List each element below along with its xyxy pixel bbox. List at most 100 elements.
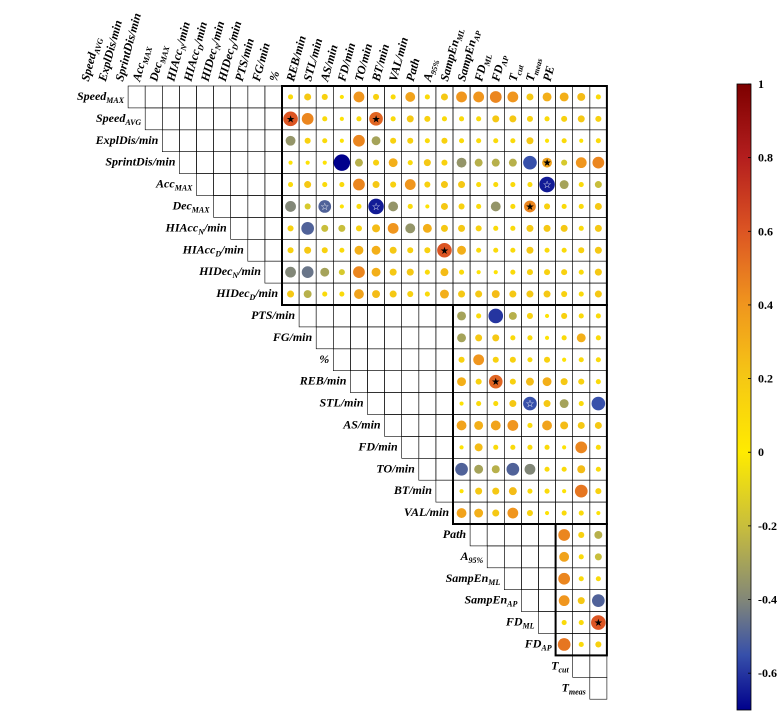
correlation-circle (577, 597, 585, 605)
grid-cell (521, 567, 539, 590)
correlation-circle (543, 224, 551, 232)
correlation-circle (594, 290, 602, 298)
correlation-circle (561, 247, 567, 253)
grid-cell (401, 304, 420, 328)
correlation-circle (490, 420, 501, 431)
correlation-circle (591, 396, 606, 411)
correlation-circle (474, 443, 483, 452)
correlation-circle (441, 159, 448, 166)
correlation-circle (544, 247, 550, 253)
correlation-circle (476, 270, 481, 275)
correlation-circle (508, 158, 517, 167)
grid-cell (213, 151, 232, 174)
colorbar-tick-label: 0.4 (758, 298, 773, 312)
row-label: A95% (460, 549, 484, 565)
row-label: Tmeas (562, 680, 586, 696)
correlation-circle (288, 94, 294, 100)
correlation-circle (509, 400, 517, 408)
correlation-circle (287, 225, 294, 232)
correlation-circle (474, 421, 484, 430)
correlation-circle (596, 510, 601, 516)
correlation-circle (407, 137, 414, 144)
correlation-circle (526, 115, 533, 122)
correlation-circle (539, 176, 555, 193)
grid-cell (418, 326, 437, 350)
correlation-circle (527, 182, 533, 188)
grid-cell (196, 173, 214, 196)
correlation-circle (510, 444, 516, 450)
correlation-circle (354, 245, 364, 255)
correlation-circle (595, 576, 601, 582)
correlation-circle (440, 268, 449, 277)
correlation-circle (475, 378, 482, 385)
correlation-circle (287, 247, 294, 254)
correlation-circle (493, 247, 499, 253)
correlation-circle (425, 204, 430, 209)
column-label: Tcut (506, 61, 526, 83)
correlation-circle (578, 641, 584, 647)
row-label: FD/min (357, 439, 398, 453)
grid-cell (401, 414, 420, 437)
significance-star-icon: ☆ (372, 202, 381, 213)
grid-cell (162, 107, 180, 131)
significance-star-icon: ★ (525, 202, 534, 213)
grid-cell (264, 195, 283, 218)
correlation-circle (525, 377, 534, 386)
correlation-circle (544, 466, 550, 472)
grid-cell (264, 260, 283, 284)
correlation-circle (288, 182, 294, 188)
correlation-circle (594, 181, 602, 189)
correlation-circle (527, 444, 533, 450)
row-label: Path (443, 527, 467, 541)
correlation-circle (544, 269, 551, 276)
grid-cell (384, 348, 403, 371)
grid-cell (486, 545, 505, 569)
significance-star-icon: ☆ (320, 202, 329, 213)
correlation-circle (424, 291, 430, 297)
correlation-circle (560, 421, 569, 430)
grid-cell (264, 107, 283, 131)
correlation-circle (371, 267, 381, 277)
grid-cell (332, 326, 351, 350)
correlation-circle (523, 155, 537, 170)
grid-cell (503, 567, 522, 590)
correlation-circle (578, 291, 584, 297)
correlation-circles: ★ ★ ★ ☆ ☆ ☆ ★ ★ ★ ☆ ★ (283, 91, 606, 651)
correlation-circle (473, 354, 485, 366)
correlation-circle (388, 201, 399, 212)
grid-cell (401, 436, 420, 459)
grid-cell (384, 370, 403, 393)
correlation-circle (304, 203, 311, 210)
grid-cell (247, 217, 266, 240)
correlation-circle (440, 202, 448, 210)
grid-cell (589, 676, 608, 700)
correlation-circle (338, 224, 346, 232)
correlation-circle (322, 116, 328, 122)
correlation-circle (322, 182, 328, 188)
correlation-circle (559, 92, 569, 102)
correlation-circle (285, 135, 296, 146)
correlation-circle (389, 290, 397, 298)
correlation-circle (561, 510, 567, 516)
correlation-circle (578, 225, 584, 231)
grid-cell (144, 107, 163, 131)
correlation-circle (578, 182, 584, 188)
colorbar-tick-label: 1 (758, 77, 764, 91)
correlation-circle (493, 401, 499, 407)
correlation-circle (390, 181, 397, 188)
grid-cell (264, 239, 283, 262)
row-label: TO/min (376, 461, 415, 475)
correlation-circle (405, 92, 416, 102)
correlation-circle (508, 311, 517, 320)
correlation-circle (339, 182, 345, 188)
correlation-circle (473, 91, 485, 103)
correlation-circle (388, 158, 398, 168)
grid-cell (538, 545, 556, 569)
grid-cell (298, 304, 317, 328)
row-label: PTS/min (251, 308, 295, 322)
grid-cell (247, 151, 266, 174)
correlation-circle (457, 377, 466, 387)
correlation-circle (508, 487, 517, 496)
correlation-block-outline (281, 85, 608, 306)
correlation-circle (578, 576, 584, 582)
